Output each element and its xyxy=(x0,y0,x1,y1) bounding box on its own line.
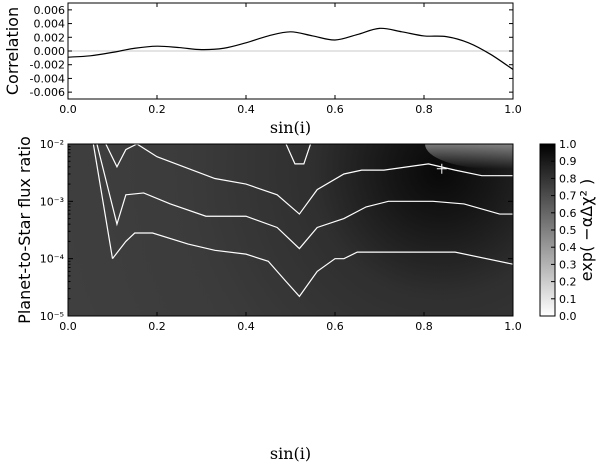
colorbar-tick-label: 0.3 xyxy=(559,258,577,271)
x-tick-label: 1.0 xyxy=(504,103,522,116)
likelihood-heatmap xyxy=(68,144,513,316)
y-tick-label: -0.004 xyxy=(30,72,65,85)
colorbar-tick-label: 1.0 xyxy=(559,138,577,151)
colorbar-tick-label: 0.2 xyxy=(559,276,577,289)
x-tick-label: 0.6 xyxy=(326,320,344,333)
correlation-panel: 0.0 0.2 0.4 0.6 0.8 1.0 0.0060.0040.0020.000-… xyxy=(3,2,522,137)
x-tick-label: 0.6 xyxy=(326,103,344,116)
y-tick-label: 0.006 xyxy=(34,4,66,17)
colorbar-tick-label: 0.0 xyxy=(559,310,577,323)
x-tick-label: 0.2 xyxy=(148,103,166,116)
likelihood-panel: 0.0 0.2 0.4 0.6 0.8 1.0 10⁻² 10⁻³ 10⁻⁴ 10⁻⁵ sin(… xyxy=(15,136,522,463)
y-tick-label: 0.002 xyxy=(34,31,66,44)
likelihood-ylabel: Planet-to-Star flux ratio xyxy=(15,136,34,324)
correlation-line xyxy=(68,27,513,71)
x-tick-label: 0.2 xyxy=(148,320,166,333)
colorbar: 1.0 0.9 0.8 0.7 0.6 0.5 0.4 0.3 0.2 0.1 0.0 exp( −… xyxy=(539,138,596,323)
x-tick-label: 0.4 xyxy=(237,103,255,116)
x-tick-label: 0.0 xyxy=(59,320,77,333)
likelihood-x-ticks: 0.0 0.2 0.4 0.6 0.8 1.0 xyxy=(59,312,522,333)
y-tick-label: 0.004 xyxy=(34,18,66,31)
peak-marker xyxy=(436,163,447,174)
x-tick-label: 0.4 xyxy=(237,320,255,333)
y-tick-label: 10⁻⁴ xyxy=(40,253,65,266)
contour-line-3 xyxy=(96,144,513,250)
x-tick-label: 1.0 xyxy=(504,320,522,333)
x-tick-label: 0.8 xyxy=(415,103,433,116)
colorbar-tick-label: 0.5 xyxy=(559,224,577,237)
colorbar-label: exp( −αΔχ² ) xyxy=(577,179,596,281)
y-tick-label: 10⁻² xyxy=(40,138,64,151)
contour-line-1 xyxy=(92,144,114,259)
correlation-xlabel: sin(i) xyxy=(270,118,311,137)
correlation-ylabel: Correlation xyxy=(3,7,22,95)
contour-line-4 xyxy=(105,144,513,215)
correlation-series xyxy=(68,27,513,71)
y-tick-label: 0.000 xyxy=(34,45,66,58)
colorbar-tick-label: 0.9 xyxy=(559,155,577,168)
x-tick-label: 0.0 xyxy=(59,103,77,116)
correlation-x-ticks: 0.0 0.2 0.4 0.6 0.8 1.0 xyxy=(59,3,522,116)
contour-line-2 xyxy=(112,232,513,298)
colorbar-ticks: 1.0 0.9 0.8 0.7 0.6 0.5 0.4 0.3 0.2 0.1 0.0 xyxy=(551,138,577,323)
contour-line-5 xyxy=(285,144,312,165)
colorbar-tick-label: 0.8 xyxy=(559,172,577,185)
x-tick-label: 0.8 xyxy=(415,320,433,333)
y-tick-label: 10⁻⁵ xyxy=(40,310,64,323)
likelihood-xlabel: sin(i) xyxy=(270,444,311,463)
colorbar-tick-label: 0.6 xyxy=(559,207,577,220)
colorbar-tick-label: 0.4 xyxy=(559,241,577,254)
heatmap-light-region xyxy=(425,144,513,169)
likelihood-contours xyxy=(92,144,513,298)
colorbar-tick-label: 0.7 xyxy=(559,190,577,203)
y-tick-label: 10⁻³ xyxy=(40,195,64,208)
likelihood-y-ticks: 10⁻² 10⁻³ 10⁻⁴ 10⁻⁵ xyxy=(40,138,513,323)
colorbar-tick-label: 0.1 xyxy=(559,293,577,306)
likelihood-axes-frame xyxy=(67,143,514,317)
y-tick-label: -0.006 xyxy=(30,86,65,99)
y-tick-label: -0.002 xyxy=(30,59,65,72)
